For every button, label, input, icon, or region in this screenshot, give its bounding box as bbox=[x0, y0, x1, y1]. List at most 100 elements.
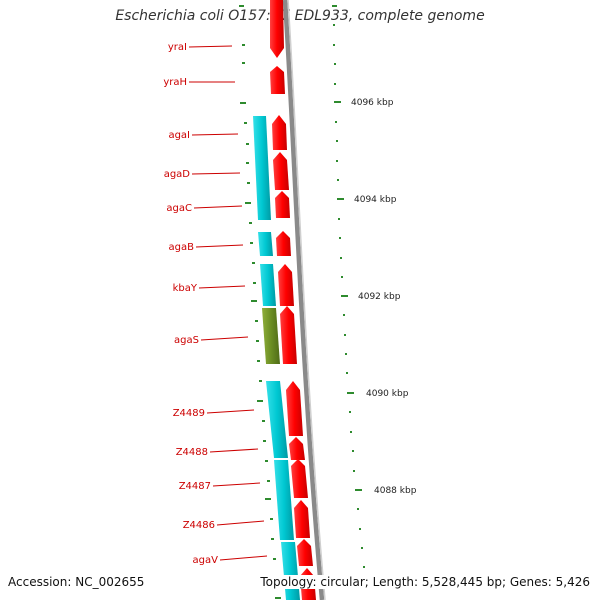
gene-label-Z4488: Z4488 bbox=[176, 447, 208, 458]
gene-label-yraH: yraH bbox=[163, 77, 187, 88]
inner-tick bbox=[265, 460, 268, 462]
scale-labels: 4096 kbp 4094 kbp 4092 kbp 4090 kbp 4088… bbox=[351, 98, 417, 496]
scale-label: 4088 kbp bbox=[374, 486, 417, 496]
gene-Z4487-block bbox=[274, 460, 294, 540]
inner-tick bbox=[250, 242, 253, 244]
gene-agaB-arrow bbox=[276, 231, 291, 256]
outer-tick bbox=[333, 24, 335, 26]
scale-label: 4092 kbp bbox=[358, 292, 401, 302]
inner-tick bbox=[265, 498, 271, 500]
gene-leader-lines bbox=[188, 45, 268, 561]
gene-Z4488-arrow bbox=[289, 437, 305, 460]
inner-tick bbox=[246, 162, 249, 164]
outer-tick bbox=[347, 392, 354, 394]
outer-tick bbox=[350, 431, 352, 433]
leader-Z4486 bbox=[216, 520, 265, 526]
outer-tick bbox=[344, 334, 346, 336]
outer-tick bbox=[363, 566, 365, 568]
gene-label-agaS: agaS bbox=[174, 335, 199, 346]
inner-tick bbox=[240, 102, 246, 104]
gene-label-agaC: agaC bbox=[166, 203, 192, 214]
outer-tick bbox=[345, 353, 347, 355]
inner-tick bbox=[270, 518, 273, 520]
inner-tick bbox=[246, 143, 249, 145]
outer-tick bbox=[352, 450, 354, 452]
inner-tick bbox=[251, 300, 257, 302]
inner-tick bbox=[252, 262, 255, 264]
inner-tick bbox=[253, 282, 256, 284]
inner-tick bbox=[255, 320, 258, 322]
outer-tick bbox=[332, 5, 337, 7]
genome-backbone-shadow bbox=[287, 0, 326, 600]
leader-yraI bbox=[188, 45, 233, 48]
inner-tick bbox=[247, 182, 250, 184]
gene-agaI-arrow bbox=[272, 115, 287, 150]
inner-tick bbox=[242, 44, 245, 46]
gene-agaB-block bbox=[258, 232, 273, 256]
outer-tick bbox=[334, 101, 341, 103]
gene-Z4489-block bbox=[266, 381, 288, 458]
outer-tick bbox=[349, 411, 351, 413]
map-title: Escherichia coli O157:H7 EDL933, complet… bbox=[115, 8, 485, 24]
gene-yraH-arrow bbox=[270, 66, 285, 94]
outer-tick bbox=[337, 179, 339, 181]
inner-tick bbox=[259, 380, 262, 382]
gene-label-kbaY: kbaY bbox=[173, 283, 198, 294]
outer-tick bbox=[343, 314, 345, 316]
outer-tick bbox=[339, 237, 341, 239]
outer-tick bbox=[334, 83, 336, 85]
inner-tick bbox=[242, 62, 245, 64]
inner-tick bbox=[262, 420, 265, 422]
gene-Z4486-arrow bbox=[294, 500, 310, 538]
forward-strand-genes bbox=[270, 0, 316, 600]
outer-tick bbox=[335, 121, 337, 123]
gene-agaI-block bbox=[253, 116, 271, 220]
gene-label-agaB: agaB bbox=[169, 242, 195, 253]
outer-tick bbox=[336, 140, 338, 142]
outer-tick bbox=[333, 44, 335, 46]
gene-label-Z4487: Z4487 bbox=[179, 481, 211, 492]
gene-label-agaD: agaD bbox=[164, 169, 191, 180]
inner-ticks bbox=[239, 5, 281, 599]
gene-labels: yraI yraH agaI agaD agaC agaB kbaY agaS … bbox=[163, 42, 218, 566]
topology-text: Topology: circular; Length: 5,528,445 bp… bbox=[260, 575, 590, 589]
outer-tick bbox=[353, 470, 355, 472]
reverse-strand-genes bbox=[253, 116, 300, 600]
inner-tick bbox=[257, 360, 260, 362]
leader-agaC bbox=[193, 205, 243, 209]
gene-label-Z4489: Z4489 bbox=[173, 408, 205, 419]
inner-tick bbox=[257, 400, 263, 402]
scale-label: 4090 kbp bbox=[366, 389, 409, 399]
gene-Z4489-arrow bbox=[286, 381, 303, 436]
outer-tick bbox=[340, 257, 342, 259]
leader-Z4488 bbox=[209, 448, 259, 453]
accession-text: Accession: NC_002655 bbox=[8, 575, 145, 589]
leader-agaI bbox=[191, 133, 239, 136]
outer-tick bbox=[359, 528, 361, 530]
gene-agaS-block bbox=[262, 308, 280, 364]
outer-tick bbox=[334, 63, 336, 65]
outer-ticks bbox=[332, 5, 365, 568]
inner-tick bbox=[249, 222, 252, 224]
gene-yraI-arrow bbox=[270, 0, 284, 58]
outer-tick bbox=[336, 160, 338, 162]
inner-tick bbox=[239, 5, 244, 7]
leader-Z4489 bbox=[206, 409, 255, 414]
gene-label-agaI: agaI bbox=[168, 130, 190, 141]
outer-tick bbox=[361, 547, 363, 549]
inner-tick bbox=[271, 538, 274, 540]
gene-agaV-arrow bbox=[297, 539, 313, 566]
leader-agaS bbox=[200, 336, 249, 341]
leader-agaB bbox=[195, 244, 244, 248]
gene-agaD-arrow bbox=[273, 152, 289, 190]
gene-label-agaV: agaV bbox=[193, 555, 219, 566]
leader-kbaY bbox=[198, 285, 246, 289]
outer-tick bbox=[346, 372, 348, 374]
scale-label: 4096 kbp bbox=[351, 98, 394, 108]
outer-tick bbox=[341, 295, 348, 297]
gene-agaV-block bbox=[281, 542, 300, 600]
gene-agaC-arrow bbox=[275, 191, 290, 218]
gene-label-yraI: yraI bbox=[168, 42, 187, 53]
inner-tick bbox=[263, 440, 266, 442]
